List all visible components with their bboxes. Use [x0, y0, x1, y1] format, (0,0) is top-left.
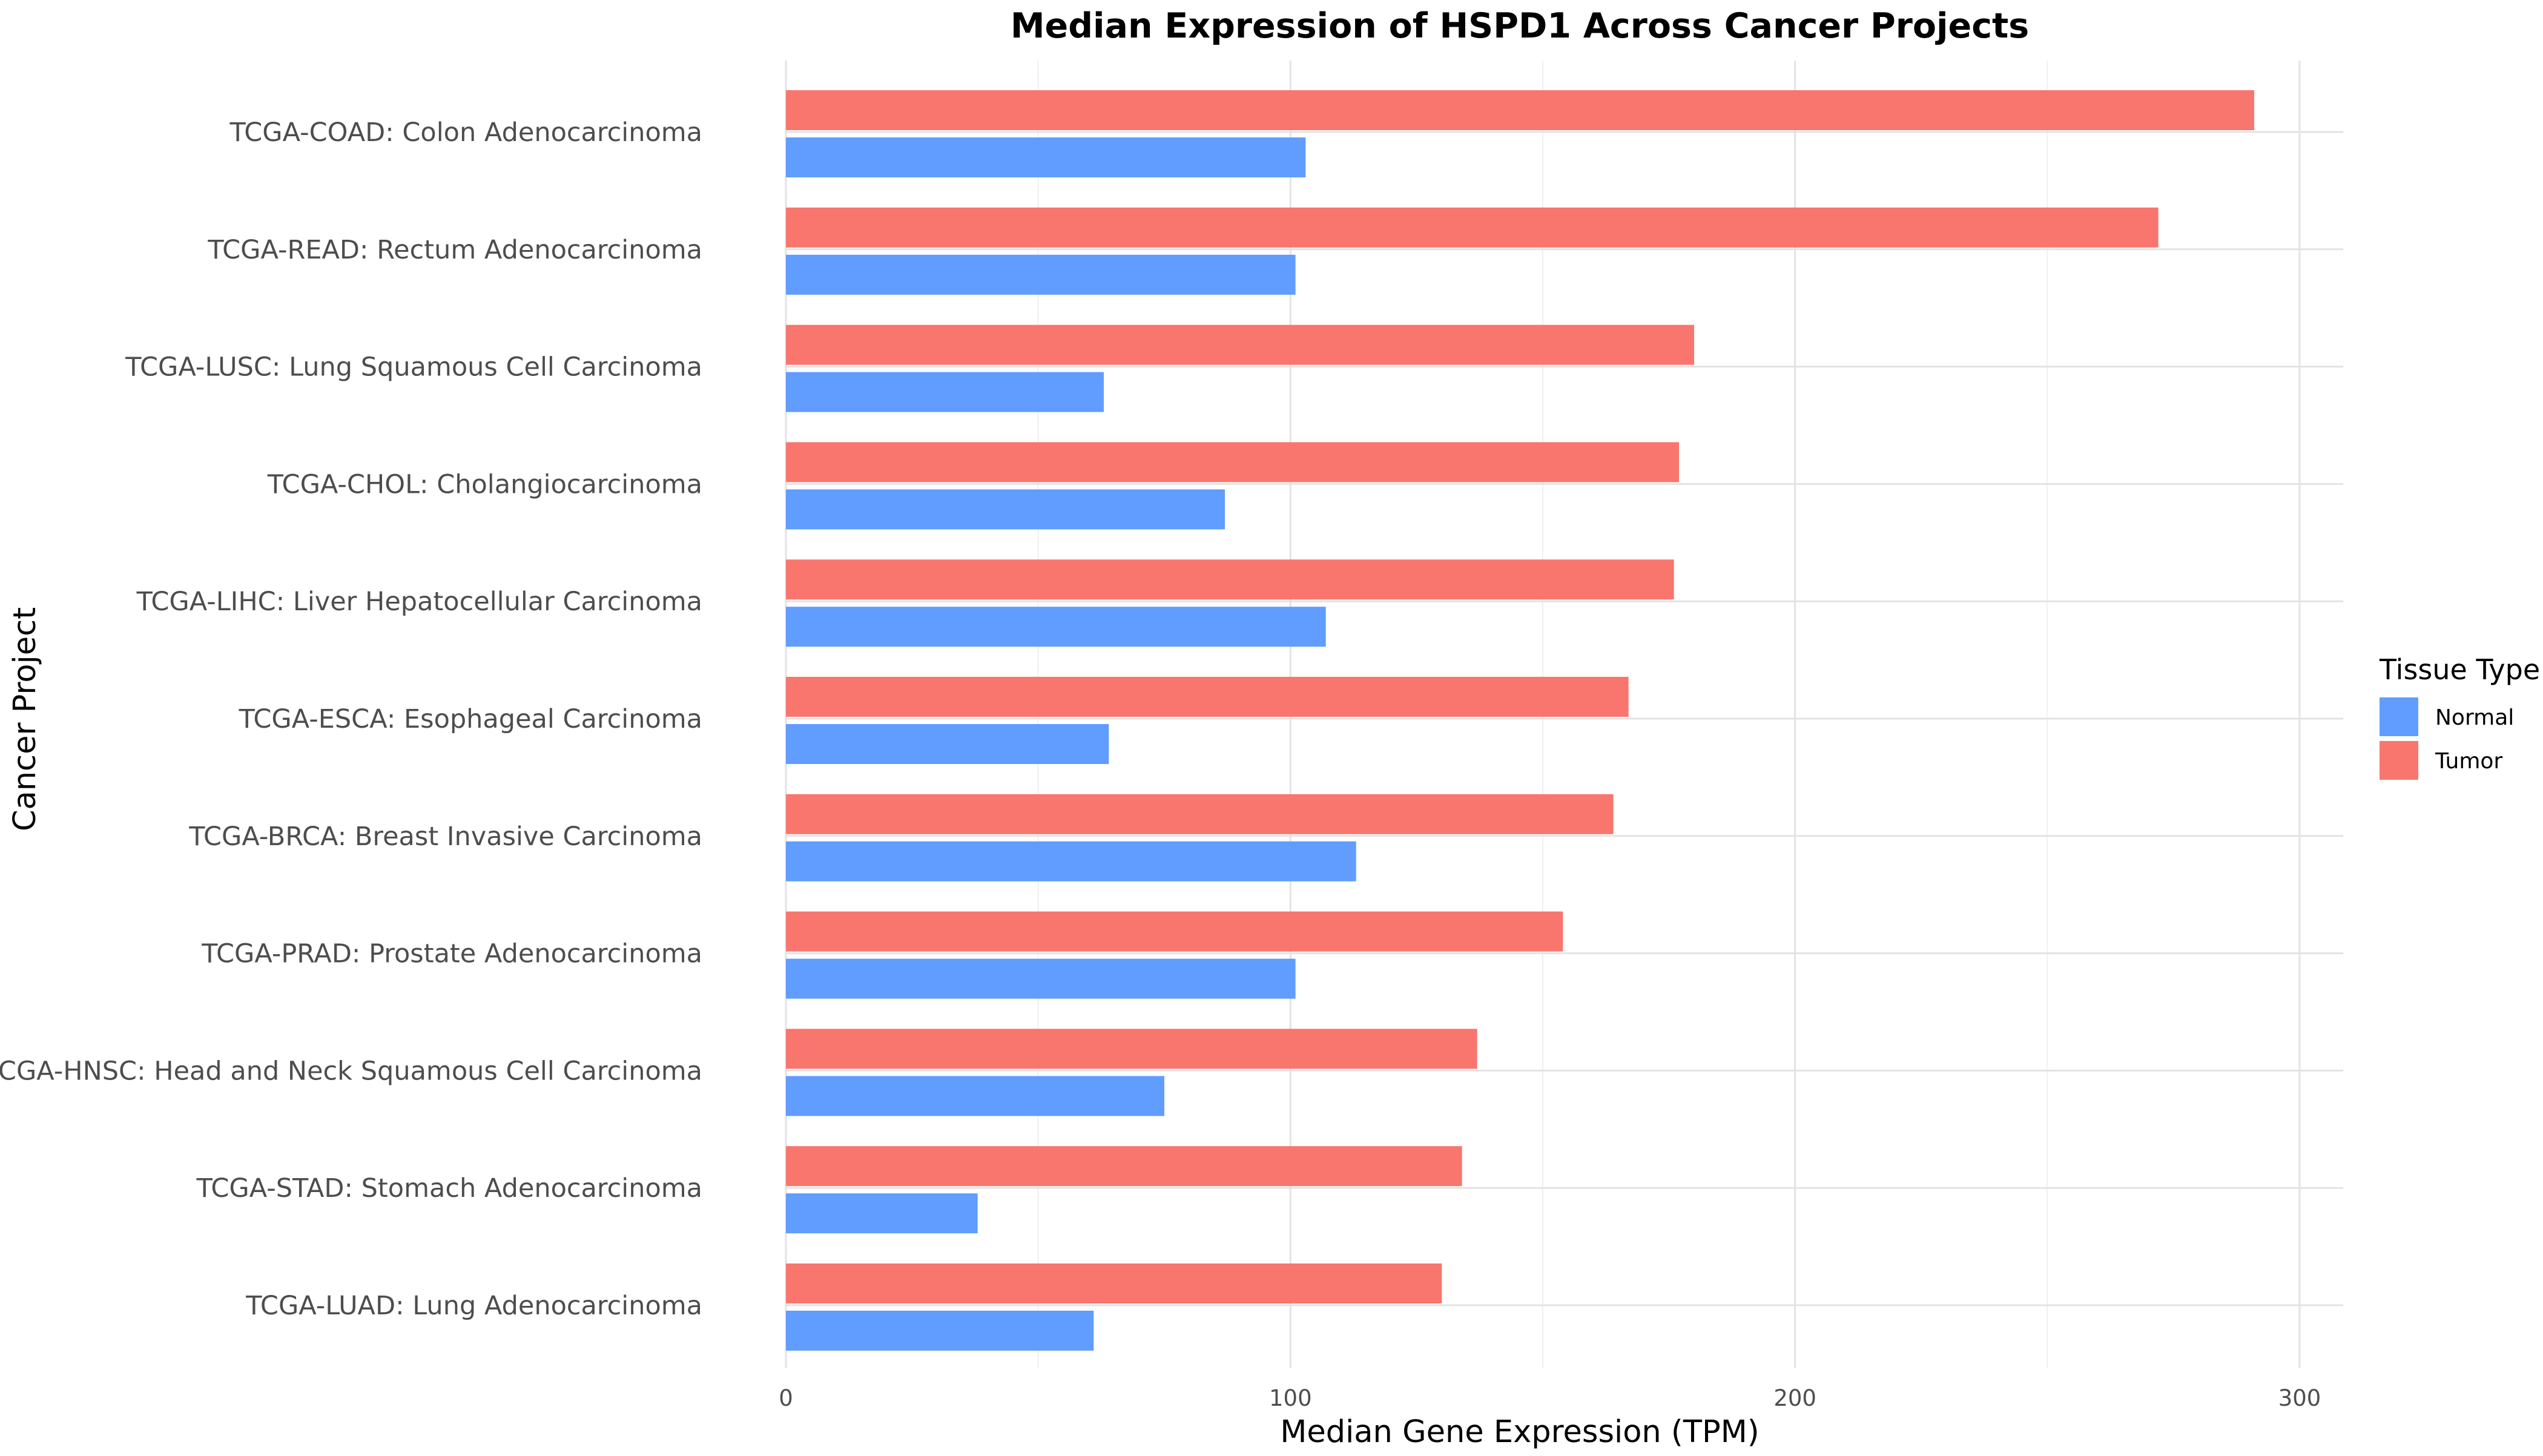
legend-swatch-tumor [2380, 741, 2418, 780]
bar-normal [786, 137, 1306, 177]
x-tick-label: 0 [779, 1385, 793, 1411]
y-tick-label: TCGA-ESCA: Esophageal Carcinoma [239, 704, 702, 734]
bar-tumor [786, 442, 1679, 483]
bar-tumor [786, 207, 2159, 248]
legend-swatch-normal [2380, 697, 2418, 736]
x-tick-label: 200 [1773, 1385, 1816, 1411]
y-tick-label: TCGA-HNSC: Head and Neck Squamous Cell C… [0, 1056, 702, 1086]
bar-normal [786, 841, 1356, 881]
chart-title: Median Expression of HSPD1 Across Cancer… [1011, 6, 2029, 46]
bar-normal [786, 254, 1296, 295]
legend-label-tumor: Tumor [2435, 749, 2502, 774]
y-tick-label: TCGA-PRAD: Prostate Adenocarcinoma [201, 939, 702, 969]
bar-tumor [786, 794, 1614, 834]
bar-normal [786, 1311, 1094, 1351]
bar-normal [786, 958, 1296, 999]
y-tick-label: TCGA-LUSC: Lung Squamous Cell Carcinoma [125, 352, 702, 383]
y-tick-label: TCGA-LIHC: Liver Hepatocellular Carcinom… [136, 587, 702, 617]
bar-tumor [786, 1146, 1462, 1187]
bar-normal [786, 724, 1109, 764]
bar-tumor [786, 1263, 1442, 1303]
y-tick-label: TCGA-CHOL: Cholangiocarcinoma [267, 469, 702, 499]
labels-layer: 0 100 200 300 TCGA-COAD: Colon Adenocarcinom… [0, 117, 2321, 1411]
bar-tumor [786, 559, 1674, 600]
bar-normal [786, 1076, 1164, 1116]
legend: Tissue Type Normal Tumor [2379, 653, 2540, 780]
legend-title: Tissue Type [2379, 653, 2540, 686]
bar-normal [786, 489, 1225, 530]
grid-layer [785, 61, 2343, 1368]
bar-normal [786, 1193, 978, 1234]
x-tick-label: 300 [2278, 1385, 2321, 1411]
x-tick-label: 100 [1269, 1385, 1312, 1411]
bar-normal [786, 607, 1326, 647]
bar-tumor [786, 324, 1694, 365]
bar-normal [786, 372, 1104, 412]
y-tick-label: TCGA-COAD: Colon Adenocarcinoma [229, 117, 702, 148]
bar-tumor [786, 1029, 1477, 1069]
y-tick-label: TCGA-STAD: Stomach Adenocarcinoma [196, 1173, 702, 1204]
bar-tumor [786, 677, 1629, 717]
bar-tumor [786, 90, 2254, 130]
legend-label-normal: Normal [2435, 705, 2514, 730]
y-tick-label: TCGA-LUAD: Lung Adenocarcinoma [245, 1291, 702, 1321]
x-axis-title: Median Gene Expression (TPM) [1280, 1414, 1759, 1450]
y-tick-label: TCGA-READ: Rectum Adenocarcinoma [207, 235, 702, 265]
y-axis-title: Cancer Project [7, 607, 43, 831]
bars-layer [786, 90, 2254, 1351]
legend-items: Normal Tumor [2380, 697, 2514, 780]
bar-tumor [786, 911, 1563, 952]
y-tick-label: TCGA-BRCA: Breast Invasive Carcinoma [188, 822, 702, 852]
